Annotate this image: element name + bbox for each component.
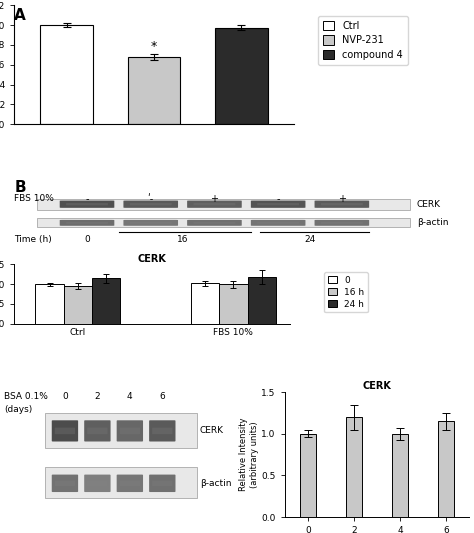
Bar <box>40 25 93 124</box>
Text: 0: 0 <box>84 235 90 244</box>
FancyBboxPatch shape <box>60 220 114 226</box>
Text: 2: 2 <box>95 392 100 401</box>
Text: CERK: CERK <box>417 200 441 209</box>
FancyBboxPatch shape <box>84 421 110 441</box>
Legend: 0, 16 h, 24 h: 0, 16 h, 24 h <box>324 272 368 312</box>
Text: BSA 0.1%: BSA 0.1% <box>4 392 48 401</box>
FancyBboxPatch shape <box>37 218 410 227</box>
FancyBboxPatch shape <box>149 474 175 492</box>
Bar <box>92 278 120 324</box>
FancyBboxPatch shape <box>117 474 143 492</box>
FancyBboxPatch shape <box>87 481 108 486</box>
Bar <box>346 417 362 517</box>
FancyBboxPatch shape <box>45 414 197 448</box>
FancyBboxPatch shape <box>193 222 236 224</box>
Text: ʹ-: ʹ- <box>147 194 154 204</box>
FancyBboxPatch shape <box>123 200 178 208</box>
FancyBboxPatch shape <box>152 481 173 486</box>
Bar <box>36 284 64 324</box>
FancyBboxPatch shape <box>52 474 78 492</box>
Text: 24: 24 <box>304 235 316 244</box>
Title: CERK: CERK <box>137 254 166 264</box>
FancyBboxPatch shape <box>87 427 108 434</box>
Text: *: * <box>151 40 157 53</box>
FancyBboxPatch shape <box>315 200 369 208</box>
Text: (days): (days) <box>4 405 32 414</box>
FancyBboxPatch shape <box>120 481 140 486</box>
Text: β-actin: β-actin <box>200 479 231 488</box>
FancyBboxPatch shape <box>315 220 369 226</box>
FancyBboxPatch shape <box>84 474 110 492</box>
FancyBboxPatch shape <box>187 200 242 208</box>
Text: A: A <box>14 8 26 23</box>
FancyBboxPatch shape <box>60 200 114 208</box>
Text: 0: 0 <box>62 392 68 401</box>
Bar <box>219 284 247 324</box>
Text: -: - <box>85 194 89 204</box>
FancyBboxPatch shape <box>130 203 172 205</box>
Text: +: + <box>338 194 346 204</box>
Bar <box>438 421 454 517</box>
FancyBboxPatch shape <box>37 199 410 210</box>
Text: β-actin: β-actin <box>417 219 448 228</box>
Bar <box>64 286 92 324</box>
FancyBboxPatch shape <box>123 220 178 226</box>
Text: FBS 10%: FBS 10% <box>14 194 54 203</box>
Bar <box>215 28 267 124</box>
FancyBboxPatch shape <box>193 203 236 205</box>
FancyBboxPatch shape <box>66 222 108 224</box>
Text: +: + <box>210 194 219 204</box>
FancyBboxPatch shape <box>55 481 75 486</box>
Text: 4: 4 <box>127 392 133 401</box>
Text: 16: 16 <box>177 235 188 244</box>
FancyBboxPatch shape <box>52 421 78 441</box>
Y-axis label: Relative Intensity
(arbitrary units): Relative Intensity (arbitrary units) <box>239 418 259 491</box>
Title: CERK: CERK <box>363 382 392 391</box>
Bar <box>128 57 180 124</box>
FancyBboxPatch shape <box>321 203 363 205</box>
Text: -: - <box>276 194 280 204</box>
Legend: Ctrl, NVP-231, compound 4: Ctrl, NVP-231, compound 4 <box>318 16 408 64</box>
FancyBboxPatch shape <box>251 220 305 226</box>
Bar <box>247 277 276 324</box>
FancyBboxPatch shape <box>257 203 299 205</box>
FancyBboxPatch shape <box>130 222 172 224</box>
FancyBboxPatch shape <box>149 421 175 441</box>
Bar <box>392 434 408 517</box>
FancyBboxPatch shape <box>187 220 242 226</box>
FancyBboxPatch shape <box>120 427 140 434</box>
Text: CERK: CERK <box>200 426 224 435</box>
Text: B: B <box>14 180 26 195</box>
FancyBboxPatch shape <box>117 421 143 441</box>
FancyBboxPatch shape <box>152 427 173 434</box>
FancyBboxPatch shape <box>66 203 108 205</box>
FancyBboxPatch shape <box>55 427 75 434</box>
Text: Time (h): Time (h) <box>14 235 52 244</box>
FancyBboxPatch shape <box>251 200 305 208</box>
Bar <box>191 284 219 324</box>
Bar <box>300 434 316 517</box>
FancyBboxPatch shape <box>45 467 197 498</box>
Text: 6: 6 <box>159 392 165 401</box>
FancyBboxPatch shape <box>321 222 363 224</box>
FancyBboxPatch shape <box>257 222 299 224</box>
